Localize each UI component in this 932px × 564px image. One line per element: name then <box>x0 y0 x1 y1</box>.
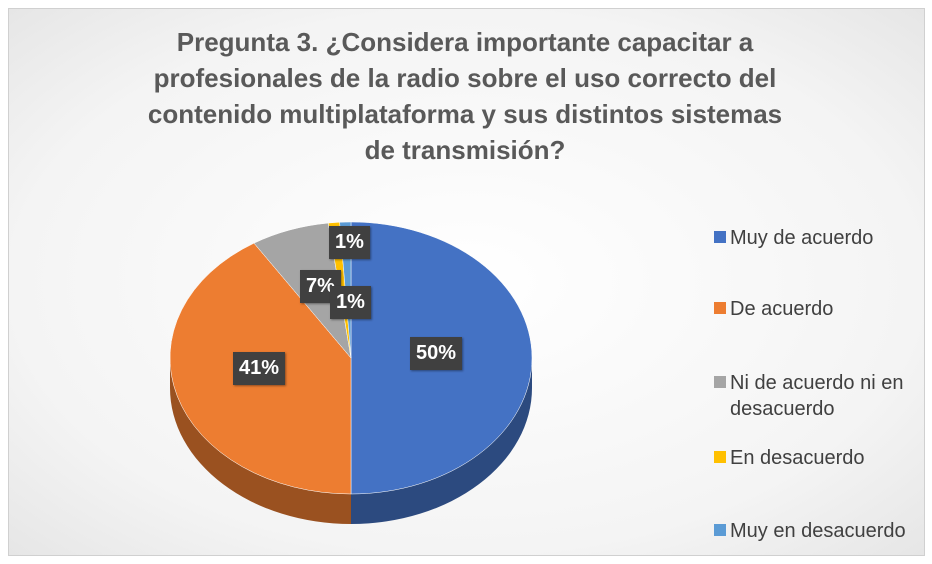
legend-swatch <box>714 376 726 388</box>
legend-label: Muy en desacuerdo <box>730 520 906 542</box>
pie-side <box>351 358 532 524</box>
legend-swatch <box>714 231 726 243</box>
legend-entry: Muy en desacuerdo <box>714 518 924 544</box>
legend-entry: De acuerdo <box>714 296 924 322</box>
legend-swatch <box>714 524 726 536</box>
legend-entry: En desacuerdo <box>714 445 924 471</box>
legend-entry: Ni de acuerdo ni en desacuerdo <box>714 370 924 422</box>
legend-swatch <box>714 302 726 314</box>
legend-swatch <box>714 451 726 463</box>
pie-side <box>170 358 351 524</box>
legend-label: En desacuerdo <box>730 447 865 469</box>
data-label: 41% <box>233 352 286 385</box>
data-label: 1% <box>329 226 370 259</box>
chart-title: Pregunta 3. ¿Considera importante capaci… <box>147 27 783 165</box>
legend-label: Ni de acuerdo ni en desacuerdo <box>730 372 904 420</box>
legend-label: Muy de acuerdo <box>730 227 874 249</box>
data-label: 50% <box>410 337 463 370</box>
legend-entry: Muy de acuerdo <box>714 225 924 251</box>
data-label: 1% <box>330 286 371 319</box>
legend-label: De acuerdo <box>730 298 834 320</box>
